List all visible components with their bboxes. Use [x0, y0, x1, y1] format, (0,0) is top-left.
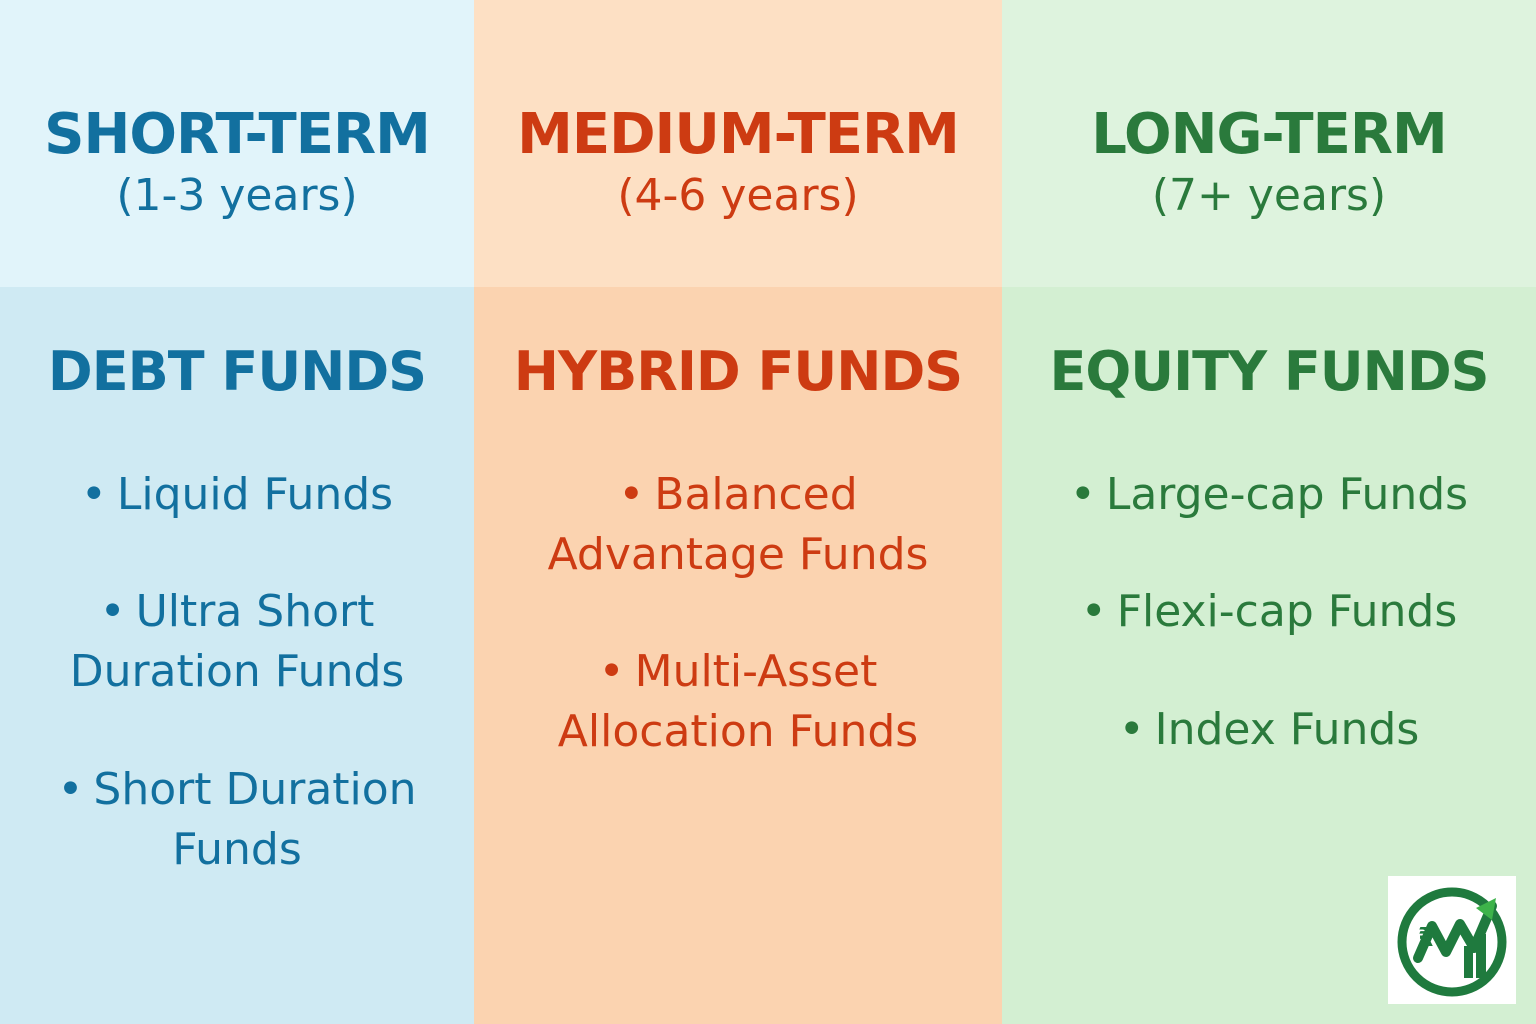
- list-item-text: Ultra Short: [135, 586, 375, 637]
- list-item: • Multi-Asset Allocation Funds: [474, 642, 1002, 762]
- list-item-text: Liquid Funds: [116, 469, 394, 520]
- medium-term-column: MEDIUM-TERM (4-6 years) HYBRID FUNDS • Ba…: [474, 0, 1002, 1024]
- list-item-text: Duration Funds: [69, 646, 405, 697]
- list-item: • Large-cap Funds: [1002, 465, 1536, 525]
- list-item: • Balanced Advantage Funds: [474, 465, 1002, 585]
- short-term-body: DEBT FUNDS • Liquid Funds • Ultra Short Du…: [0, 287, 474, 1024]
- list-item-text: Balanced: [654, 469, 858, 520]
- medium-term-header: MEDIUM-TERM (4-6 years): [474, 0, 1002, 287]
- list-item: • Flexi-cap Funds: [1002, 582, 1536, 642]
- brand-logo: ₹: [1388, 876, 1516, 1004]
- list-item-text: Large-cap Funds: [1105, 469, 1469, 520]
- bullet: •: [618, 469, 645, 520]
- bullet: •: [99, 586, 126, 637]
- list-item-text: Short Duration: [93, 764, 417, 815]
- bullet: •: [57, 764, 84, 815]
- list-item: • Liquid Funds: [0, 465, 474, 525]
- hybrid-funds-title: HYBRID FUNDS: [513, 340, 963, 403]
- bullet: •: [1118, 704, 1145, 755]
- bullet: •: [1069, 469, 1096, 520]
- medium-term-title: MEDIUM-TERM: [517, 102, 960, 167]
- list-item-text: Allocation Funds: [557, 706, 919, 757]
- short-term-header: SHORT-TERM (1-3 years): [0, 0, 474, 287]
- list-item-text: Funds: [172, 824, 302, 875]
- long-term-range: (7+ years): [1151, 170, 1387, 221]
- short-term-title: SHORT-TERM: [44, 102, 431, 167]
- short-term-column: SHORT-TERM (1-3 years) DEBT FUNDS • Liqui…: [0, 0, 474, 1024]
- list-item-text: Advantage Funds: [547, 529, 929, 580]
- long-term-column: LONG-TERM (7+ years) EQUITY FUNDS • Large…: [1002, 0, 1536, 1024]
- list-item-text: Index Funds: [1154, 704, 1420, 755]
- medium-term-body: HYBRID FUNDS • Balanced Advantage Funds •…: [474, 287, 1002, 1024]
- long-term-title: LONG-TERM: [1091, 102, 1447, 167]
- list-item-text: Flexi-cap Funds: [1116, 586, 1458, 637]
- svg-text:₹: ₹: [1418, 923, 1436, 953]
- medium-term-range: (4-6 years): [617, 170, 859, 221]
- short-term-range: (1-3 years): [116, 170, 358, 221]
- list-item: • Ultra Short Duration Funds: [0, 582, 474, 702]
- equity-funds-title: EQUITY FUNDS: [1049, 340, 1489, 403]
- long-term-header: LONG-TERM (7+ years): [1002, 0, 1536, 287]
- list-item-text: Multi-Asset: [634, 646, 878, 697]
- list-item: • Index Funds: [1002, 700, 1536, 760]
- debt-funds-title: DEBT FUNDS: [47, 340, 427, 403]
- bullet: •: [1080, 586, 1107, 637]
- bullet: •: [80, 469, 107, 520]
- long-term-body: EQUITY FUNDS • Large-cap Funds • Flexi-cap…: [1002, 287, 1536, 1024]
- bullet: •: [598, 646, 625, 697]
- list-item: • Short Duration Funds: [0, 760, 474, 880]
- rupee-growth-logo-icon: ₹: [1397, 887, 1507, 997]
